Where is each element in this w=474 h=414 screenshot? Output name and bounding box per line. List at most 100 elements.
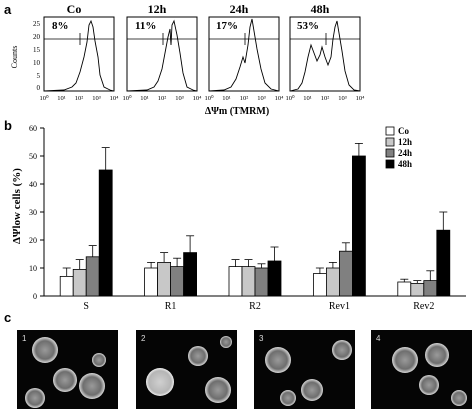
x-tick-label: Rev2: [413, 301, 434, 312]
micrograph-2: 2: [136, 330, 237, 409]
bar-Co: [312, 273, 327, 297]
log-tick-label: 10⁴: [110, 95, 120, 102]
bar-24h: [423, 280, 438, 297]
histogram-percent: 17%: [216, 20, 238, 32]
bar-12h: [241, 266, 256, 297]
ytick: 0: [37, 84, 41, 92]
ytick: 10: [33, 59, 41, 67]
bar-12h: [410, 282, 425, 297]
tmrm-axis-label: ΔΨm (TMRM): [205, 106, 269, 117]
bar-Co: [59, 275, 74, 297]
micrograph-number: 2: [141, 334, 146, 343]
y-tick-label: 40: [29, 180, 37, 189]
bar-Co: [397, 281, 412, 297]
bar-48h: [267, 260, 282, 297]
bar-48h: [183, 252, 198, 297]
x-tick-label: R2: [249, 301, 261, 312]
bar-24h: [170, 266, 185, 297]
log-tick-label: 10⁴: [275, 95, 285, 102]
histogram-frame: [126, 16, 198, 92]
micrograph-number: 4: [376, 334, 381, 343]
log-tick-label: 10¹: [222, 95, 231, 102]
log-tick-label: 10³: [338, 95, 347, 102]
legend-swatch: [385, 159, 395, 169]
bar-12h: [72, 268, 87, 297]
counts-yticks: 25 20 15 10 5 0: [33, 20, 41, 92]
log-tick-label: 10⁴: [193, 95, 203, 102]
micrograph-number: 1: [22, 334, 27, 343]
bar-48h: [436, 229, 451, 297]
log-tick-label: 10²: [321, 95, 330, 102]
y-tick-label: 50: [29, 152, 37, 161]
log-tick-label: 10²: [158, 95, 167, 102]
counts-axis-label: Counts: [10, 46, 19, 69]
log-tick-label: 10²: [75, 95, 84, 102]
ytick: 25: [33, 20, 41, 28]
log-tick-label: 10⁰: [122, 94, 132, 102]
micrograph-1: 1: [17, 330, 118, 409]
log-tick-label: 10⁰: [285, 94, 295, 102]
bar-48h: [98, 169, 113, 297]
panel-label-b: b: [4, 118, 12, 133]
histogram-curve: [126, 19, 198, 92]
bar-24h: [254, 267, 269, 297]
cells-image: [392, 343, 467, 406]
log-tick-label: 10¹: [140, 95, 149, 102]
cells-image: [25, 337, 106, 408]
log-tick-label: 10³: [92, 95, 101, 102]
bar-24h: [338, 250, 353, 297]
log-tick-label: 10¹: [57, 95, 66, 102]
bar-Co: [228, 266, 243, 297]
cells-image: [146, 336, 232, 403]
legend-swatch: [385, 137, 395, 147]
histogram-title: 24h: [229, 2, 249, 16]
histogram-curve: [208, 18, 280, 92]
bar-chart: ΔΨlow cells (%) 0 10 20 30 40 50 60 S R1 R2 Rev1 Re…: [11, 124, 466, 312]
log-tick-label: 10⁰: [204, 94, 214, 102]
legend-label: 24h: [398, 148, 412, 158]
bar-12h: [325, 267, 340, 297]
legend-swatch: [385, 148, 395, 158]
bar-Co: [144, 267, 159, 297]
log-tick-label: 10⁴: [356, 95, 366, 102]
x-tick-label: S: [83, 301, 89, 312]
cells-image: [265, 340, 352, 406]
bar-48h: [351, 155, 366, 297]
x-tick-label: R1: [165, 301, 177, 312]
ytick: 20: [33, 33, 41, 41]
legend-label: Co: [398, 126, 409, 136]
y-tick-label: 10: [29, 264, 37, 273]
histogram-frame: [289, 16, 361, 92]
histogram-title: 12h: [147, 2, 167, 16]
panel-label-a: a: [4, 2, 12, 17]
histogram-frame: [208, 16, 280, 92]
ytick: 5: [37, 72, 41, 80]
log-tick-label: 10²: [240, 95, 249, 102]
y-axis-label: ΔΨlow cells (%): [11, 168, 23, 244]
histogram-curve: [43, 19, 115, 92]
legend-label: 48h: [398, 159, 412, 169]
micrograph-4: 4: [371, 330, 472, 409]
y-tick-label: 30: [29, 208, 37, 217]
log-tick-label: 10³: [175, 95, 184, 102]
legend-label: 12h: [398, 137, 412, 147]
histogram-percent: 53%: [297, 20, 319, 32]
histogram-percent: 11%: [135, 20, 157, 32]
log-tick-label: 10¹: [303, 95, 312, 102]
panel-label-c: c: [4, 310, 12, 325]
histogram-frame: [43, 16, 115, 92]
y-tick-label: 60: [29, 124, 37, 133]
y-tick-label: 0: [33, 292, 37, 301]
y-tick-label: 20: [29, 236, 37, 245]
ytick: 15: [33, 46, 41, 54]
histogram-title: Co: [66, 2, 82, 16]
micrograph-number: 3: [259, 334, 264, 343]
bar-12h: [157, 261, 172, 297]
legend-swatch: [385, 126, 395, 136]
bar-24h: [85, 256, 100, 297]
histogram-title: 48h: [310, 2, 330, 16]
histogram-percent: 8%: [52, 20, 69, 32]
log-tick-label: 10⁰: [39, 94, 49, 102]
histogram-panel: Counts 25 20 15 10 5 0 10⁰ 10¹ 10² 10³ 10⁴ 10…: [10, 16, 366, 117]
log-tick-label: 10³: [257, 95, 266, 102]
